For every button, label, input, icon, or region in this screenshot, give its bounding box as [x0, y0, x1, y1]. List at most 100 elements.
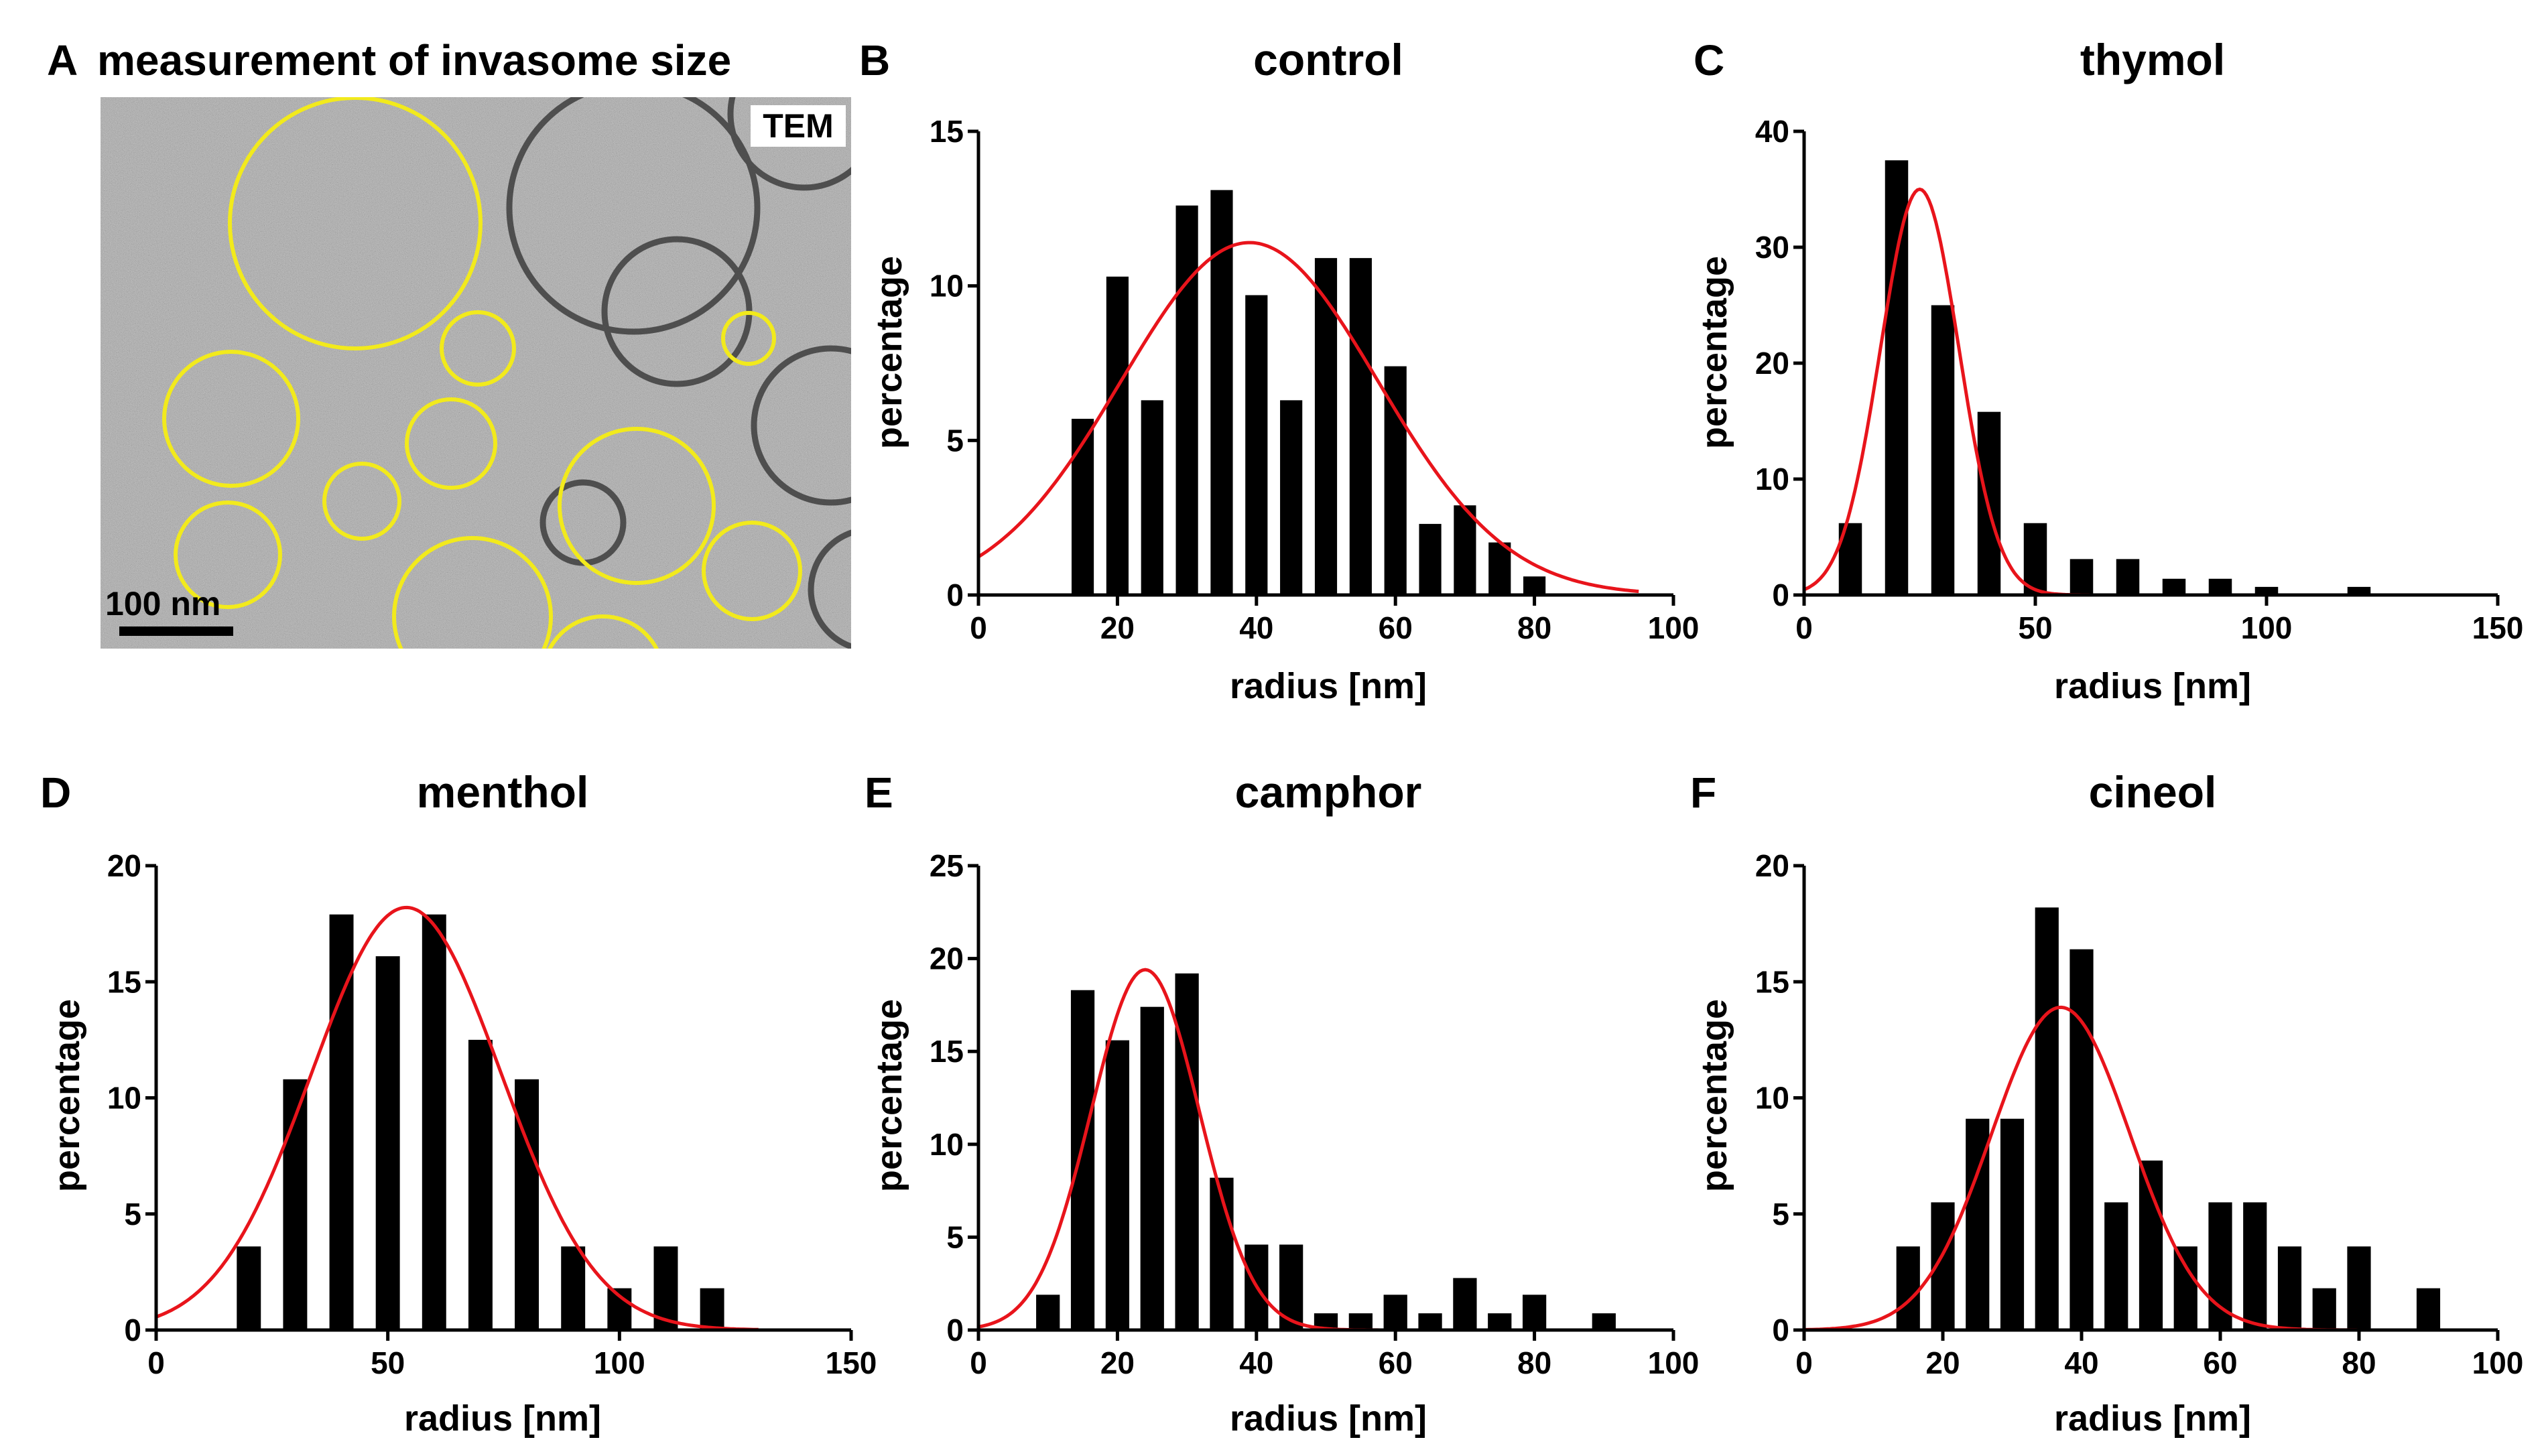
chart-b-xtick-label-1: 20	[1100, 610, 1135, 645]
scale-bar-label: 100 nm	[105, 585, 220, 622]
chart-b-ytick-label-1: 5	[946, 423, 964, 458]
chart-c-xtick-label-0: 0	[1795, 610, 1813, 645]
tem-label-box	[751, 105, 846, 147]
chart-e-xtick-label-0: 0	[970, 1345, 987, 1380]
chart-b-ytick-label-2: 10	[930, 269, 964, 304]
measured-vesicle-circles	[162, 97, 802, 649]
chart-b-xtick-label-4: 80	[1517, 610, 1551, 645]
chart-f-xtick-label-2: 40	[2064, 1345, 2098, 1380]
chart-c-bar-5	[2069, 559, 2094, 595]
chart-c-ytick-label-2: 20	[1755, 346, 1789, 381]
chart-c-bar-8	[2208, 578, 2232, 595]
chart-b-bar-13	[1523, 576, 1546, 595]
chart-f-ytick-label-0: 0	[1772, 1313, 1789, 1347]
chart-d-title: menthol	[417, 767, 589, 817]
panel-a-tem-image: A measurement of invasome size	[47, 36, 851, 649]
chart-d-gaussian-fit	[155, 905, 759, 1331]
chart-b-bar-12	[1488, 542, 1511, 595]
chart-f-bar-3	[2000, 1118, 2025, 1330]
chart-e-xtick-label-5: 100	[1648, 1345, 1700, 1380]
chart-d-ytick-label-1: 5	[124, 1197, 141, 1232]
chart-b-bar-3	[1175, 205, 1198, 596]
chart-c-xlabel: radius [nm]	[2054, 666, 2251, 706]
chart-f-bar-5	[2069, 949, 2094, 1330]
chart-c-bar-2	[1931, 305, 1955, 595]
chart-d-bar-3	[375, 956, 400, 1330]
panel-c-letter: C	[1694, 36, 1724, 84]
panel-d-letter: D	[40, 769, 71, 817]
chart-c-bar-9	[2254, 586, 2279, 595]
chart-b-bar-8	[1349, 258, 1372, 595]
chart-d-bar-7	[561, 1246, 586, 1330]
chart-e-xtick-label-4: 80	[1517, 1345, 1551, 1380]
chart-f-xtick-label-5: 100	[2472, 1345, 2524, 1380]
chart-f-ytick-label-2: 10	[1755, 1081, 1789, 1116]
chart-f-ylabel: percentage	[1694, 999, 1734, 1192]
chart-b-bar-10	[1419, 523, 1442, 595]
chart-d-plot: 0 50 100 150 0 5 10 15 20	[107, 848, 877, 1380]
chart-c-title: thymol	[2080, 35, 2225, 84]
chart-f-bar-4	[2035, 907, 2059, 1330]
chart-f-xtick-label-3: 60	[2203, 1345, 2237, 1380]
chart-b-xlabel: radius [nm]	[1230, 666, 1427, 706]
chart-c-ytick-label-3: 30	[1755, 230, 1789, 265]
chart-c-bar-6	[2116, 559, 2140, 595]
chart-b-bar-9	[1384, 366, 1407, 595]
chart-f-bar-8	[2173, 1246, 2197, 1330]
chart-f-plot: 0 20 40 60 80 100 0 5 10 15 20	[1755, 848, 2524, 1380]
chart-e-xlabel: radius [nm]	[1230, 1398, 1427, 1439]
chart-E: E camphor radius [nm] percentage 0 20 40 60…	[865, 767, 1699, 1439]
chart-f-xtick-label-4: 80	[2342, 1345, 2376, 1380]
chart-e-bar-13	[1488, 1313, 1512, 1330]
panel-b-letter: B	[859, 36, 890, 84]
chart-e-xtick-label-1: 20	[1100, 1345, 1135, 1380]
chart-c-ytick-label-0: 0	[1772, 578, 1789, 612]
chart-d-bar-2	[329, 914, 354, 1330]
chart-c-xtick-label-3: 150	[2472, 610, 2524, 645]
chart-C: C thymol radius [nm] percentage 0 50 100 15…	[1694, 35, 2523, 706]
chart-b-bar-6	[1280, 400, 1303, 595]
chart-c-ylabel: percentage	[1694, 256, 1734, 449]
chart-e-bar-11	[1418, 1313, 1442, 1330]
chart-e-ytick-label-2: 10	[930, 1127, 964, 1162]
chart-e-xtick-label-3: 60	[1379, 1345, 1413, 1380]
chart-d-ytick-label-4: 20	[107, 848, 141, 883]
chart-e-bar-14	[1522, 1295, 1547, 1330]
chart-F: F cineol radius [nm] percentage 0 20 40 60 8…	[1690, 767, 2523, 1439]
chart-d-xlabel: radius [nm]	[404, 1398, 601, 1439]
scale-bar	[119, 626, 233, 636]
chart-d-bar-4	[422, 914, 446, 1330]
chart-e-xtick-label-2: 40	[1239, 1345, 1273, 1380]
chart-f-bar-10	[2243, 1202, 2267, 1330]
chart-c-bar-10	[2347, 586, 2371, 595]
chart-d-xtick-label-0: 0	[147, 1345, 165, 1380]
chart-D: D menthol radius [nm] percentage 0 50 100 1…	[40, 767, 877, 1439]
chart-f-xtick-label-0: 0	[1795, 1345, 1813, 1380]
chart-f-bar-12	[2312, 1288, 2336, 1330]
chart-c-xtick-label-2: 100	[2241, 610, 2293, 645]
chart-d-xtick-label-2: 100	[594, 1345, 645, 1380]
chart-d-xtick-label-1: 50	[371, 1345, 405, 1380]
chart-f-xtick-label-1: 20	[1925, 1345, 1960, 1380]
chart-d-bar-5	[468, 1039, 493, 1330]
chart-e-bar-1	[1070, 990, 1095, 1330]
chart-e-bar-3	[1140, 1006, 1164, 1330]
chart-f-bar-0	[1896, 1246, 1920, 1330]
chart-b-ylabel: percentage	[869, 256, 909, 449]
chart-b-xtick-label-2: 40	[1239, 610, 1273, 645]
chart-d-bar-10	[700, 1288, 724, 1330]
chart-b-bar-0	[1071, 419, 1094, 595]
panel-f-letter: F	[1690, 769, 1716, 817]
chart-c-xtick-label-1: 50	[2018, 610, 2052, 645]
chart-e-title: camphor	[1235, 767, 1422, 817]
panel-a-title: measurement of invasome size	[97, 36, 731, 84]
chart-d-bar-0	[237, 1246, 261, 1330]
chart-b-bar-5	[1245, 295, 1268, 595]
chart-b-ytick-label-3: 15	[930, 114, 964, 149]
chart-e-bar-12	[1453, 1278, 1477, 1330]
chart-c-ytick-label-4: 40	[1755, 114, 1789, 149]
chart-e-ytick-label-5: 25	[930, 848, 964, 883]
chart-b-xtick-label-3: 60	[1379, 610, 1413, 645]
chart-e-bar-0	[1036, 1295, 1060, 1330]
